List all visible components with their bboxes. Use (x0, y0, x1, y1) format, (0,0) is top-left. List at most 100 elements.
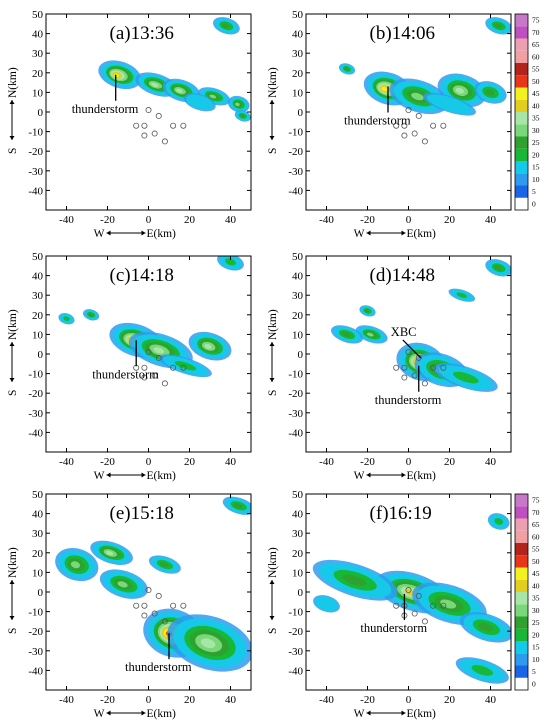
site-circle (430, 364, 437, 371)
colorbar-label: 30 (532, 126, 540, 135)
colorbar-swatch (515, 530, 528, 543)
colorbar-swatch (515, 63, 528, 76)
site-circle (155, 592, 162, 599)
colorbar-swatch (515, 567, 528, 580)
echo-contour (204, 344, 212, 349)
y-tick-label: -20 (28, 626, 43, 638)
panel-3: -40 -20 0 20 40 50 40 30 20 10 0 -10 -20 -30 -40 (d)14:… (267, 251, 512, 482)
echo-contour (209, 94, 217, 99)
colorbar-swatch (515, 75, 528, 88)
thunderstorm-label: thunderstorm (375, 393, 442, 407)
colorbar-label: 65 (532, 40, 540, 49)
echo-cell (434, 363, 498, 392)
colorbar-swatch (515, 26, 528, 39)
colorbar-label: 75 (532, 16, 540, 25)
y-tick-label: 50 (292, 251, 304, 263)
x-tick-label: 0 (146, 456, 152, 468)
x-tick-label: 40 (225, 456, 237, 468)
y-axis-arrowhead (9, 580, 15, 584)
echo-contour (411, 92, 424, 101)
x-axis-east: E(km) (407, 708, 437, 720)
y-tick-label: 50 (32, 9, 44, 21)
x-tick-label: 40 (485, 694, 497, 706)
colorbar-label: 5 (532, 667, 536, 676)
x-axis-west: W (94, 228, 105, 240)
echo-cell (55, 547, 99, 582)
panel-title: (e)15:18 (110, 503, 174, 524)
echo-contour (117, 581, 128, 588)
echo-cell (98, 60, 142, 90)
y-tick-label: 0 (38, 349, 44, 361)
echo-contour (233, 503, 243, 509)
echo-contour (159, 562, 169, 568)
colorbar-label: 40 (532, 101, 540, 110)
colorbar-label: 60 (532, 52, 540, 61)
x-tick-label: 0 (406, 214, 412, 226)
colorbar-swatch (515, 665, 528, 678)
colorbar-frame (514, 13, 529, 211)
colorbar-label: 10 (532, 655, 540, 664)
echo-contour (200, 638, 216, 649)
echo-cell (99, 569, 148, 599)
panel-title: (d)14:48 (370, 265, 435, 286)
x-axis-east: E(km) (147, 470, 177, 482)
echo-contour (344, 67, 349, 71)
y-tick-label: -30 (288, 408, 303, 420)
echo-contour (364, 309, 370, 313)
x-axis-west: W (94, 470, 105, 482)
colorbar-label: 0 (532, 199, 536, 208)
y-tick-label: 10 (292, 87, 304, 99)
y-tick-label: 30 (32, 48, 44, 60)
echo-cell (355, 325, 388, 344)
y-tick-label: 20 (32, 310, 44, 322)
site-circle (151, 610, 158, 617)
colorbar-swatch (515, 555, 528, 568)
echo-contour (239, 114, 245, 118)
echo-contour (153, 347, 165, 354)
site-circle (415, 592, 422, 599)
thunderstorm-label: thunderstorm (344, 114, 411, 128)
y-tick-label: -40 (288, 185, 303, 197)
echo-cell (485, 259, 511, 277)
x-tick-label: 0 (406, 456, 412, 468)
echo-contour (453, 371, 479, 384)
echo-cell (485, 17, 511, 35)
echo-contour (105, 551, 114, 556)
echo-layer (55, 496, 251, 672)
colorbar-label: 15 (532, 643, 540, 652)
site-circle (180, 122, 187, 129)
y-axis-north: N(km) (7, 547, 19, 578)
site-circle (440, 364, 447, 371)
echo-contour (341, 331, 351, 338)
echo-contour (70, 561, 80, 569)
y-axis-south: S (267, 148, 279, 154)
echo-cell (312, 559, 398, 601)
echo-layer (312, 513, 511, 684)
echo-contour (315, 596, 338, 612)
site-circle (411, 130, 418, 137)
site-circle (411, 610, 418, 617)
colorbar-label: 50 (532, 77, 540, 86)
echo-contour (478, 623, 494, 632)
colorbar-label: 35 (532, 594, 540, 603)
colorbar-swatch (515, 136, 528, 149)
echo-contour (366, 332, 374, 337)
site-circle (180, 364, 187, 371)
x-tick-label: -40 (319, 694, 334, 706)
y-axis-south: S (7, 628, 19, 634)
colorbar-swatch (515, 148, 528, 161)
x-tick-label: 20 (444, 214, 456, 226)
colorbar-swatch (515, 543, 528, 556)
echo-cell (487, 513, 510, 530)
x-axis-east: E(km) (147, 708, 177, 720)
colorbar-swatch (515, 628, 528, 641)
plot-area (46, 14, 251, 210)
y-tick-label: -40 (288, 665, 303, 677)
colorbar-swatch (515, 641, 528, 654)
echo-contour (186, 94, 214, 110)
colorbar-swatch (515, 161, 528, 174)
site-circle (393, 122, 400, 129)
site-circle (415, 112, 422, 119)
colorbar-swatch (515, 579, 528, 592)
y-axis-arrowhead (269, 100, 275, 104)
